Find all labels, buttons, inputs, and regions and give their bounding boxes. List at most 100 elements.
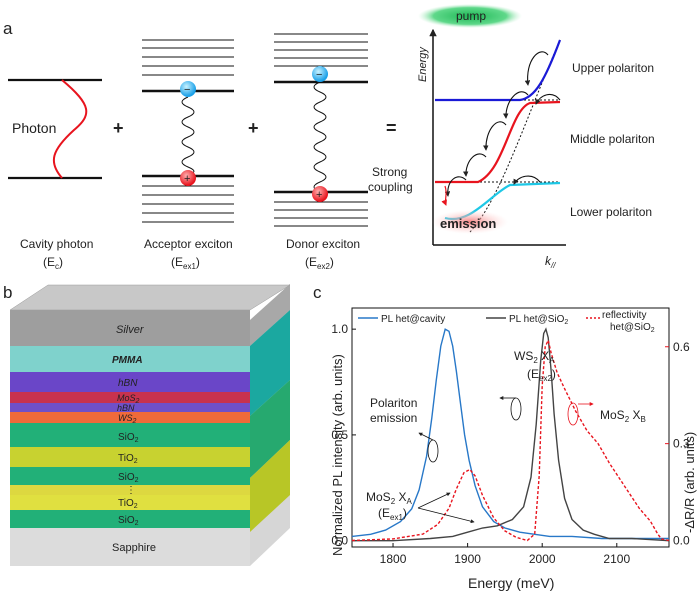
y-axis-label: Normalized PL intensity (arb. units) xyxy=(330,354,345,556)
layer-sapphire-label: Sapphire xyxy=(112,542,156,554)
acceptor-symbol: (Eex1) xyxy=(171,255,200,271)
acceptor-hole xyxy=(180,170,196,186)
pump-label: pump xyxy=(456,9,486,23)
anno-eex2: (Eex2) xyxy=(527,367,556,383)
legend: PL het@cavity PL het@SiO2 reflectivity h… xyxy=(358,310,655,334)
middle-polariton-label: Middle polariton xyxy=(570,132,655,146)
upper-polariton-label: Upper polariton xyxy=(572,61,654,75)
donor-plus: + xyxy=(316,189,322,201)
panel-label-a: a xyxy=(3,19,13,38)
x-axis-label: Energy (meV) xyxy=(468,575,554,591)
donor-diagram: − + Donor exciton (Eex2) xyxy=(274,33,368,271)
layer-sio2-b-label: SiO2 xyxy=(118,472,139,484)
layer-pmma xyxy=(10,346,250,372)
emission-glow xyxy=(432,210,508,234)
panel-c: c 1800 1900 2000 2100 0.0 0.5 1.0 0.0 0.3 0.6 E… xyxy=(313,283,697,591)
acceptor-caption: Acceptor exciton xyxy=(144,237,233,251)
layer-sio2-c xyxy=(10,510,250,528)
annotations: Polariton emission MoS2 XA (Eex1) WS2 XA… xyxy=(366,349,646,524)
layer-silver-label: Silver xyxy=(116,324,145,336)
anno-ws2-xa: WS2 XA xyxy=(514,349,555,365)
anno-polariton-2: emission xyxy=(370,411,417,425)
x-tick-label-1: 1900 xyxy=(454,552,481,566)
series-lines xyxy=(351,327,670,542)
acceptor-diagram: − + Acceptor exciton (Eex1) xyxy=(142,39,234,271)
anno-mos2-xb: MoS2 XB xyxy=(600,408,646,424)
legend-reflectivity-1: reflectivity xyxy=(602,310,646,321)
legend-reflectivity-2: het@SiO2 xyxy=(610,322,655,334)
layer-sio2-b xyxy=(10,467,250,485)
equals-operator: = xyxy=(386,118,397,138)
y-tick-label-2: 1.0 xyxy=(331,322,348,336)
donor-symbol: (Eex2) xyxy=(305,255,334,271)
layer-sapphire xyxy=(10,528,250,566)
acceptor-electron xyxy=(180,81,196,97)
layer-silver xyxy=(10,310,250,346)
y-tick-label-1: 0.5 xyxy=(331,428,348,442)
acceptor-binding-spring xyxy=(181,96,195,175)
anno-polariton-1: Polariton xyxy=(370,396,417,410)
layer-ws2-label: WS2 xyxy=(118,413,137,425)
plus-operator-2: + xyxy=(248,118,259,138)
photon-label: Photon xyxy=(12,120,56,136)
layer-sio2-a xyxy=(10,423,250,447)
relaxation-arrows xyxy=(444,51,561,197)
y2-axis-label: -ΔR/R (arb. units) xyxy=(682,432,697,533)
y2-tick-label-2: 0.6 xyxy=(673,340,690,354)
panel-label-c: c xyxy=(313,283,322,302)
strong-coupling-label-2: coupling xyxy=(368,180,413,194)
x-tick-label-0: 1800 xyxy=(380,552,407,566)
series-line-1 xyxy=(352,327,670,542)
layer-sio2-c-label: SiO2 xyxy=(118,515,139,527)
donor-hole xyxy=(312,186,328,202)
layer-sio2-a-label: SiO2 xyxy=(118,432,139,444)
layer-pmma-label: PMMA xyxy=(112,355,143,366)
photon-wave xyxy=(52,79,88,179)
anno-mos2-xa: MoS2 XA xyxy=(366,490,412,506)
photon-symbol: (Ec) xyxy=(43,255,63,271)
photon-diagram: Photon Cavity photon (Ec) xyxy=(8,78,102,271)
strong-coupling-label-1: Strong xyxy=(372,165,407,179)
middle-polariton-branch xyxy=(435,100,561,184)
silver-top-face xyxy=(9,284,291,311)
legend-cavity: PL het@cavity xyxy=(381,314,445,325)
acceptor-minus: − xyxy=(184,84,190,96)
layer-repeat-gap xyxy=(10,485,250,495)
layer-tio2-a-label: TiO2 xyxy=(118,453,138,465)
plot-frame xyxy=(351,307,670,548)
series-line-2 xyxy=(351,338,670,542)
layer-hbn-top-label: hBN xyxy=(118,378,138,389)
dispersion-diagram: Energy k// emission Upper pola xyxy=(368,28,655,270)
y2-tick-label-0: 0.0 xyxy=(673,534,690,548)
y2-tick-label-1: 0.3 xyxy=(673,437,690,451)
panel-a: a Photon Cavity photon (Ec) + xyxy=(3,4,655,271)
energy-axis-label: Energy xyxy=(417,46,429,82)
layer-repeat-dots: ⋮ xyxy=(126,485,136,496)
donor-minus: − xyxy=(316,69,322,81)
donor-electron xyxy=(312,66,328,82)
legend-sio2: PL het@SiO2 xyxy=(509,314,568,326)
anno-eex1: (Eex1) xyxy=(378,506,407,522)
x-tick-label-3: 2100 xyxy=(603,552,630,566)
layer-hbn-mid xyxy=(10,403,250,412)
layer-hbn-top xyxy=(10,372,250,392)
layer-ws2 xyxy=(10,412,250,423)
upper-polariton-branch xyxy=(435,39,562,102)
y-tick-label-0: 0.0 xyxy=(331,534,348,548)
pump-beam xyxy=(418,4,522,28)
donor-binding-spring xyxy=(313,81,327,193)
panel-label-b: b xyxy=(3,283,12,302)
x-tick-label-2: 2000 xyxy=(529,552,556,566)
layer-tio2-b xyxy=(10,495,250,510)
donor-caption: Donor exciton xyxy=(286,237,360,251)
layer-hbn-mid-label: hBN xyxy=(117,403,135,413)
emission-label: emission xyxy=(440,216,496,231)
layer-mos2-label: MoS2 xyxy=(117,393,140,405)
panel-b: b Silver PMMA hBN MoS2 hBN WS2 SiO2 Ti xyxy=(3,283,291,566)
k-axis-label: k// xyxy=(545,254,556,270)
photon-caption: Cavity photon xyxy=(20,237,93,251)
series-line-0 xyxy=(351,328,669,540)
lower-polariton-label: Lower polariton xyxy=(570,205,652,219)
acceptor-plus: + xyxy=(184,173,190,185)
layer-mos2 xyxy=(10,392,250,403)
